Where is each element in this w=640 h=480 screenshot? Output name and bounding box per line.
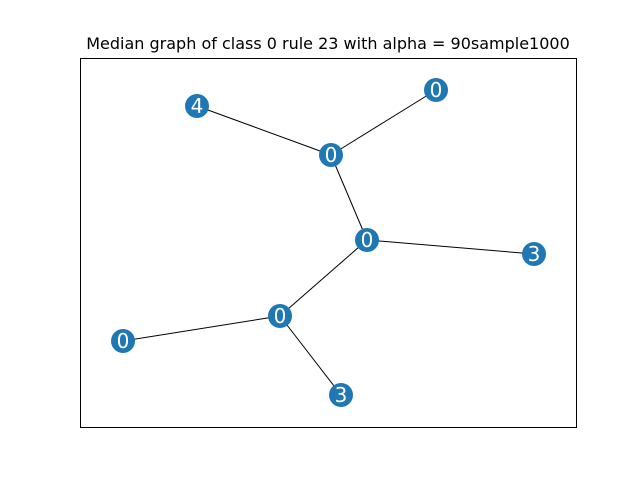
node-circle: [319, 143, 343, 167]
node-circle: [185, 94, 209, 118]
graph-node: 0: [319, 143, 343, 167]
node-circle: [329, 383, 353, 407]
graph-edge: [330, 154, 368, 241]
node-label: 4: [191, 94, 204, 118]
graph-node: 0: [268, 304, 292, 328]
graph-edge: [122, 315, 281, 342]
edges-layer: [122, 89, 535, 396]
node-label: 0: [430, 78, 443, 102]
graph-edge: [366, 239, 535, 255]
graph-edge: [330, 89, 437, 156]
graph-node: 4: [185, 94, 209, 118]
node-circle: [522, 242, 546, 266]
node-circle: [111, 329, 135, 353]
graph-node: 3: [329, 383, 353, 407]
graph-edge: [279, 315, 342, 396]
graph-node: 0: [424, 78, 448, 102]
node-label: 3: [335, 383, 348, 407]
node-label: 0: [361, 228, 374, 252]
node-label: 0: [274, 304, 287, 328]
node-circle: [355, 228, 379, 252]
node-label: 3: [528, 242, 541, 266]
nodes-layer: 4 0 0 0 3 0 0 3: [111, 78, 546, 407]
node-circle: [268, 304, 292, 328]
graph-edge: [196, 105, 332, 156]
graph-node: 3: [522, 242, 546, 266]
graph-edge: [279, 239, 368, 317]
node-label: 0: [117, 329, 130, 353]
node-label: 0: [325, 143, 338, 167]
node-circle: [424, 78, 448, 102]
graph-node: 0: [111, 329, 135, 353]
graph-node: 0: [355, 228, 379, 252]
plot-frame: [80, 58, 577, 428]
chart-title: Median graph of class 0 rule 23 with alp…: [86, 34, 570, 53]
